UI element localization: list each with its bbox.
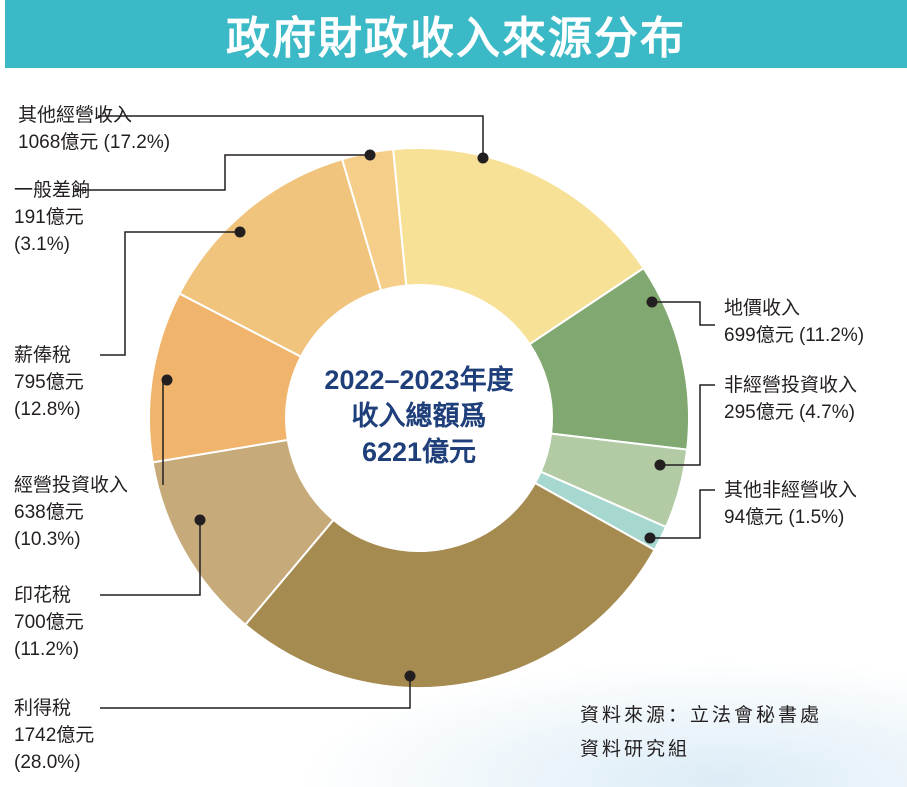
label-salaries-tax: 薪俸稅 795億元 (12.8%)	[14, 345, 84, 420]
label-profits-tax: 利得稅 1742億元 (28.0%)	[14, 698, 95, 773]
slice-0	[392, 147, 645, 346]
leader-line-2	[660, 384, 715, 466]
title-bar: 政府財政收入來源分布	[5, 0, 907, 68]
leader-dot-7	[234, 226, 246, 238]
leader-dot-2	[654, 459, 666, 471]
center-line-2: 收入總額爲	[351, 401, 487, 431]
leader-line-1	[652, 301, 715, 326]
leader-dot-1	[646, 296, 658, 308]
leader-dot-0	[477, 152, 489, 164]
center-line-1: 2022–2023年度	[324, 365, 514, 395]
chart-title: 政府財政收入來源分布	[226, 13, 686, 64]
center-line-3: 6221億元	[361, 437, 477, 467]
leader-dot-3	[644, 532, 656, 544]
leader-line-8	[75, 154, 370, 191]
center-text: 2022–2023年度 收入總額爲 6221億元	[288, 362, 550, 470]
leader-dot-4	[404, 670, 416, 682]
label-non-operating-investment: 非經營投資收入 295億元 (4.7%)	[724, 375, 858, 423]
leader-dot-6	[161, 374, 173, 386]
label-general-rates: 一般差餉 191億元 (3.1%)	[14, 180, 91, 255]
slice-4	[243, 481, 656, 689]
label-land-premium: 地價收入 699億元 (11.2%)	[724, 298, 865, 346]
leader-line-4	[100, 676, 411, 709]
label-other-non-operating: 其他非經營收入 94億元 (1.5%)	[724, 480, 858, 528]
label-other-operating: 其他經營收入 1068億元 (17.2%)	[18, 105, 171, 153]
source-note: 資料來源：立法會秘書處 資料研究組	[580, 704, 823, 760]
leader-line-7	[100, 231, 240, 356]
leader-line-5	[100, 520, 201, 596]
leader-dot-8	[364, 149, 376, 161]
leader-line-3	[650, 489, 715, 539]
label-stamp-duty: 印花稅 700億元 (11.2%)	[14, 585, 84, 660]
leader-dot-5	[194, 514, 206, 526]
label-operating-investment: 經營投資收入 638億元 (10.3%)	[14, 475, 129, 550]
leader-line-0	[98, 115, 484, 158]
